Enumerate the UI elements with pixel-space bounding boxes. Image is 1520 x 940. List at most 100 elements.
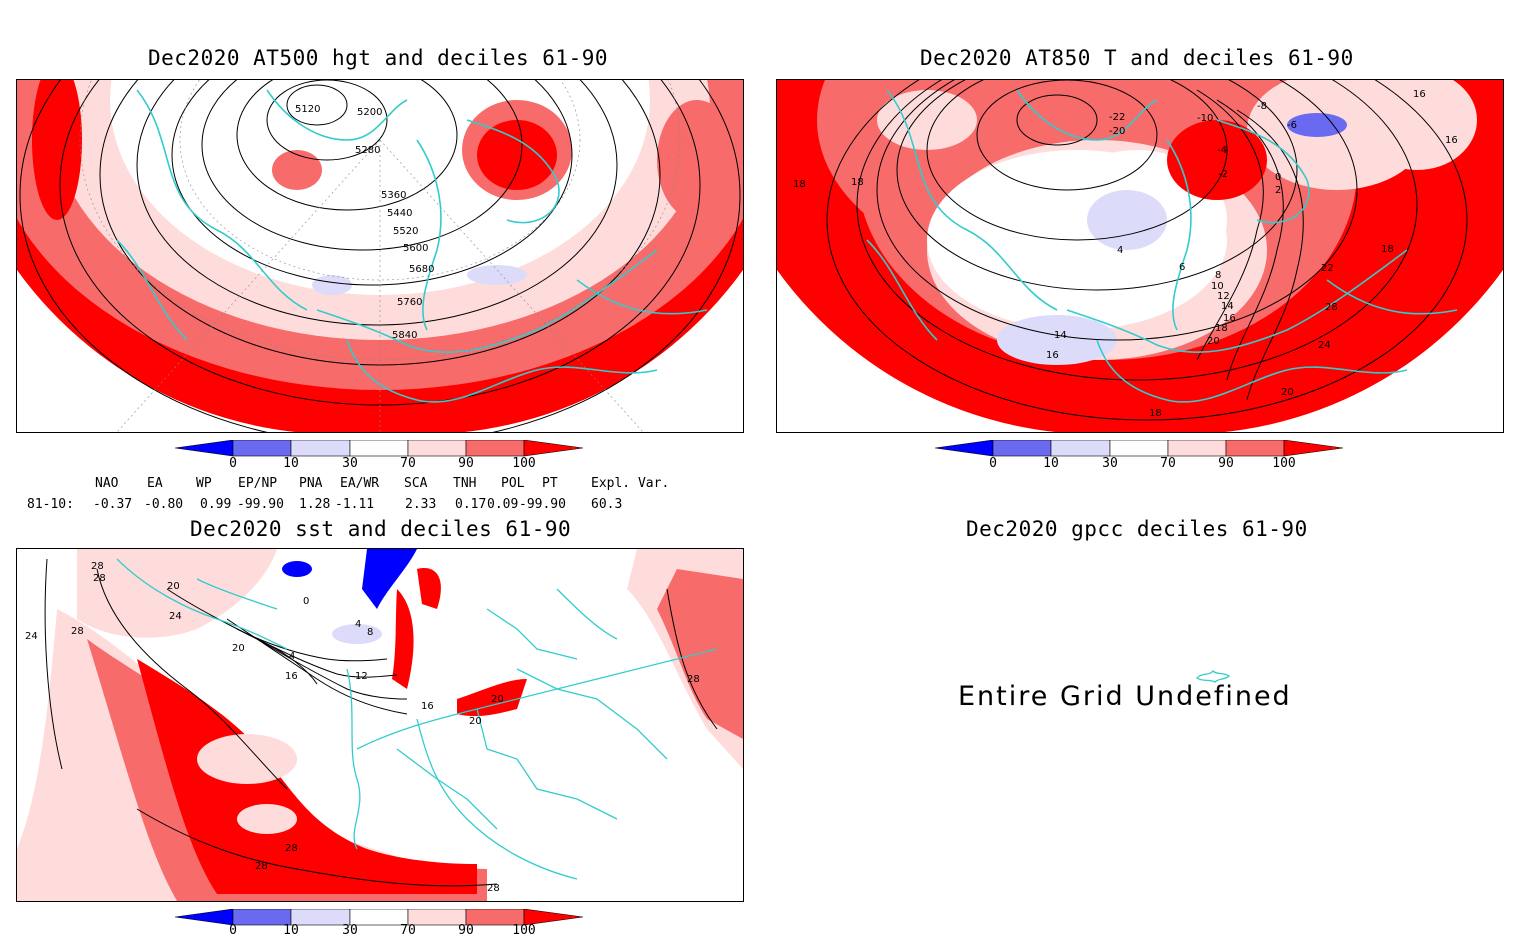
contour-label: -22 bbox=[1109, 112, 1125, 123]
colorbar-tick: 100 bbox=[512, 456, 536, 471]
contour-label: 5520 bbox=[393, 226, 418, 237]
contour-label: 28 bbox=[93, 573, 106, 584]
contour-label: 18 bbox=[851, 177, 864, 188]
contour-label: 16 bbox=[1046, 350, 1059, 361]
contour-label: 8 bbox=[367, 627, 373, 638]
colorbar-tick: 70 bbox=[1160, 456, 1176, 471]
contour-label: -4 bbox=[1217, 145, 1227, 156]
colorbar-tick: 10 bbox=[283, 923, 299, 938]
index-header: PT bbox=[542, 476, 558, 491]
map-t850: -22 -20 -10 -8 -6 -4 -2 0 2 4 6 8 10 12 … bbox=[776, 79, 1504, 433]
contour-label: 18 bbox=[1215, 323, 1228, 334]
contour-label: 18 bbox=[1381, 244, 1394, 255]
contour-label: 28 bbox=[285, 843, 298, 854]
colorbar-tick: 10 bbox=[1043, 456, 1059, 471]
contour-label: 18 bbox=[793, 179, 806, 190]
contour-label: 16 bbox=[1445, 135, 1458, 146]
panel-title-sst: Dec2020 sst and deciles 61-90 bbox=[190, 517, 572, 541]
colorbar-swatch bbox=[992, 439, 1052, 457]
contour-label: 5440 bbox=[387, 208, 412, 219]
index-header: WP bbox=[196, 476, 212, 491]
colorbar-tick: 0 bbox=[989, 456, 997, 471]
index-value: 0.09 bbox=[487, 497, 519, 512]
colorbar-swatch bbox=[523, 908, 584, 926]
contour-label: -8 bbox=[1257, 101, 1267, 112]
colorbar-swatch bbox=[407, 439, 467, 457]
colorbar-hgt500: 0 10 30 70 90 100 bbox=[174, 439, 585, 476]
contour-label: 4 bbox=[355, 619, 361, 630]
colorbar-tick: 70 bbox=[400, 456, 416, 471]
index-value: 1.28 bbox=[299, 497, 331, 512]
colorbar-tick: 100 bbox=[512, 923, 536, 938]
index-value: -0.80 bbox=[144, 497, 184, 512]
colorbar-swatch bbox=[174, 908, 234, 926]
contour-label: 28 bbox=[91, 561, 104, 572]
colorbar-tick: 30 bbox=[342, 456, 358, 471]
index-value: 0.17 bbox=[455, 497, 487, 512]
index-value: -1.11 bbox=[335, 497, 375, 512]
contour-label: 12 bbox=[1217, 291, 1230, 302]
index-value: 0.99 bbox=[200, 497, 232, 512]
colorbar-swatch bbox=[523, 439, 584, 457]
index-header: PNA bbox=[299, 476, 323, 491]
colorbar-tick: 0 bbox=[229, 456, 237, 471]
contour-label: 6 bbox=[1179, 262, 1185, 273]
colorbar-tick: 70 bbox=[400, 923, 416, 938]
contour-label: 28 bbox=[687, 674, 700, 685]
colorbar-swatch bbox=[349, 439, 409, 457]
colorbar-swatch bbox=[1283, 439, 1344, 457]
index-value: -99.90 bbox=[519, 497, 566, 512]
colorbar-tick: 100 bbox=[1272, 456, 1296, 471]
contour-label: 20 bbox=[1207, 336, 1220, 347]
contour-label: 16 bbox=[285, 671, 298, 682]
contour-label: 5600 bbox=[403, 243, 428, 254]
colorbar-swatch bbox=[174, 439, 234, 457]
colorbar-tick: 90 bbox=[1218, 456, 1234, 471]
contour-label: 5200 bbox=[357, 107, 382, 118]
contour-label: 20 bbox=[469, 716, 482, 727]
contour-label: 2 bbox=[1275, 185, 1281, 196]
index-header: NAO bbox=[95, 476, 119, 491]
index-header: EP/NP bbox=[238, 476, 278, 491]
colorbar-tick: 30 bbox=[1102, 456, 1118, 471]
stray-coast-fragment bbox=[1195, 670, 1231, 683]
contour-label: 5680 bbox=[409, 264, 434, 275]
index-header: SCA bbox=[404, 476, 428, 491]
contour-label: 22 bbox=[1321, 263, 1334, 274]
colorbar-swatch bbox=[934, 439, 994, 457]
contour-label: 28 bbox=[487, 883, 500, 894]
contour-label: 28 bbox=[71, 626, 84, 637]
colorbar-swatch bbox=[1109, 439, 1169, 457]
contour-label: 5360 bbox=[381, 190, 406, 201]
contour-label: -10 bbox=[1197, 113, 1213, 124]
colorbar-swatch bbox=[290, 439, 351, 457]
index-header: EA bbox=[147, 476, 163, 491]
contour-label: 5120 bbox=[295, 104, 320, 115]
colorbar-sst: 0 10 30 70 90 100 bbox=[174, 908, 585, 940]
colorbar-tick: 0 bbox=[229, 923, 237, 938]
colorbar-tick: 90 bbox=[458, 923, 474, 938]
index-header: EA/WR bbox=[340, 476, 380, 491]
contour-label: -20 bbox=[1109, 126, 1125, 137]
panel-title-t850: Dec2020 AT850 T and deciles 61-90 bbox=[920, 46, 1354, 70]
index-header: TNH bbox=[453, 476, 477, 491]
index-row-label: 81-10: bbox=[27, 497, 74, 512]
colorbar-swatch bbox=[1050, 439, 1111, 457]
contour-label: -2 bbox=[1218, 169, 1228, 180]
contour-label: 28 bbox=[255, 861, 268, 872]
contour-label: 0 bbox=[1275, 172, 1281, 183]
contour-label: 20 bbox=[167, 581, 180, 592]
index-value: -0.37 bbox=[93, 497, 133, 512]
index-header: POL bbox=[501, 476, 525, 491]
colorbar-tick: 30 bbox=[342, 923, 358, 938]
index-header: Expl. Var. bbox=[591, 476, 670, 491]
contour-label: 24 bbox=[25, 631, 38, 642]
map-hgt500: 5120 5200 5280 5360 5440 5520 5600 5680 … bbox=[16, 79, 744, 433]
map-sst: 28 28 20 24 28 24 20 16 4 8 12 0 4 16 20… bbox=[16, 548, 744, 902]
colorbar-tick: 90 bbox=[458, 456, 474, 471]
colorbar-swatch bbox=[232, 439, 292, 457]
panel-title-hgt500: Dec2020 AT500 hgt and deciles 61-90 bbox=[148, 46, 609, 70]
contour-label: 20 bbox=[232, 643, 245, 654]
contour-label: 16 bbox=[1223, 313, 1236, 324]
index-value: -99.90 bbox=[237, 497, 284, 512]
